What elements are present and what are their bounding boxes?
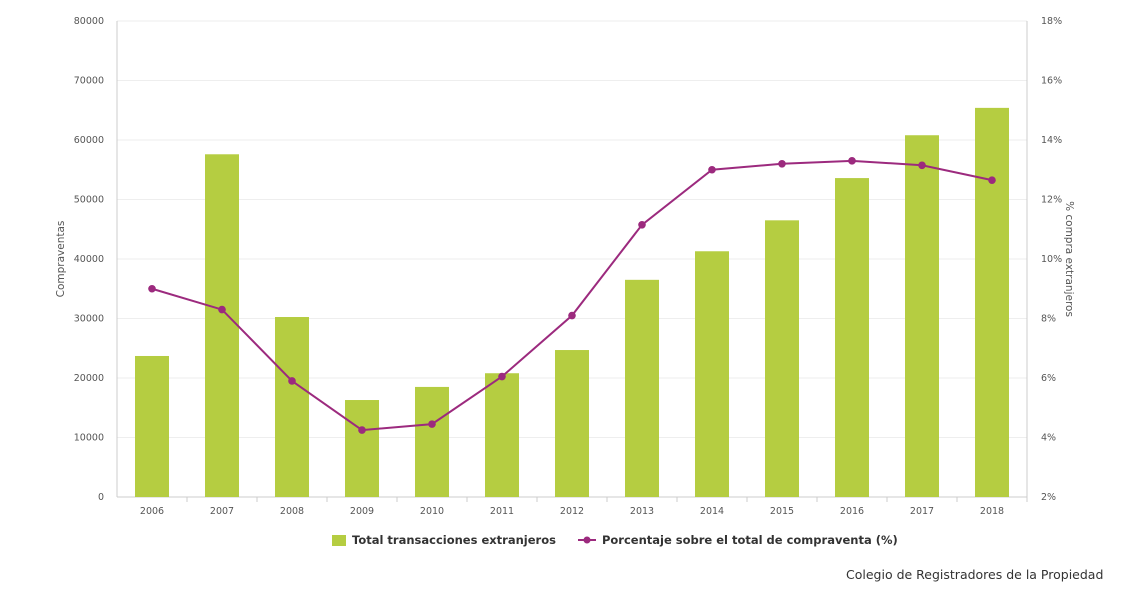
- x-tick-label: 2017: [910, 506, 934, 517]
- line-point: [918, 161, 926, 170]
- legend-label: Porcentaje sobre el total de compraventa…: [601, 533, 898, 547]
- y-tick-label: 0: [98, 492, 104, 503]
- line-point: [568, 311, 576, 320]
- legend-item-line: Porcentaje sobre el total de compraventa…: [577, 533, 898, 547]
- bar: [905, 135, 939, 498]
- x-tick-label: 2011: [490, 506, 514, 517]
- y-tick-label: 30000: [74, 314, 104, 325]
- bar: [485, 373, 519, 497]
- legend-label: Total transacciones extranjeros: [352, 533, 556, 547]
- bar: [975, 107, 1009, 498]
- bar: [765, 220, 799, 497]
- y-tick-label: 80000: [74, 16, 104, 27]
- source-note: Colegio de Registradores de la Propiedad: [846, 567, 1104, 582]
- bar: [835, 178, 869, 497]
- line-point: [708, 165, 716, 174]
- y2-tick-label: 4%: [1041, 433, 1056, 444]
- bar: [555, 350, 589, 497]
- x-tick-label: 2013: [630, 506, 654, 517]
- bar: [345, 400, 379, 497]
- y-tick-label: 20000: [74, 373, 104, 384]
- bar: [625, 279, 659, 497]
- x-tick-label: 2007: [210, 506, 234, 517]
- x-tick-label: 2010: [420, 506, 444, 517]
- x-tick-label: 2016: [840, 506, 864, 517]
- bar: [695, 251, 729, 497]
- line-point: [988, 176, 996, 184]
- bar: [275, 317, 309, 497]
- legend-item-bars: Total transacciones extranjeros: [332, 533, 556, 547]
- y-tick-label: 40000: [74, 254, 104, 265]
- line-point: [358, 426, 366, 434]
- line-point: [288, 377, 296, 385]
- line-point: [848, 157, 856, 165]
- legend-swatch-bar: [332, 534, 346, 546]
- y-tick-label: 70000: [74, 76, 104, 87]
- legend-swatch-line: [577, 536, 596, 544]
- y2-tick-label: 6%: [1041, 373, 1056, 384]
- y2-tick-label: 8%: [1041, 314, 1056, 325]
- line-point: [148, 284, 156, 293]
- y2-tick-label: 14%: [1041, 135, 1062, 146]
- y-axis-title: Compraventas: [55, 221, 67, 298]
- bar: [135, 355, 169, 497]
- line-point: [428, 420, 436, 428]
- y2-tick-label: 2%: [1041, 492, 1056, 503]
- y2-tick-label: 16%: [1041, 76, 1062, 87]
- x-tick-label: 2006: [140, 506, 164, 517]
- y2-tick-label: 12%: [1041, 195, 1062, 206]
- legend: Total transacciones extranjeros Porcenta…: [332, 533, 898, 547]
- x-tick-label: 2012: [560, 506, 584, 517]
- bar: [205, 154, 239, 497]
- x-tick-label: 2014: [700, 506, 724, 517]
- y-tick-label: 10000: [74, 433, 104, 444]
- y2-axis-title: % compra extranjeros: [1063, 201, 1075, 317]
- y-tick-label: 50000: [74, 195, 104, 206]
- y2-tick-label: 18%: [1041, 16, 1062, 27]
- line-point: [218, 305, 226, 314]
- line-point: [778, 160, 786, 168]
- line-point: [638, 220, 646, 229]
- x-tick-label: 2009: [350, 506, 374, 517]
- x-tick-label: 2015: [770, 506, 794, 517]
- line-point: [498, 372, 506, 381]
- y-tick-label: 60000: [74, 135, 104, 146]
- x-tick-label: 2008: [280, 506, 304, 517]
- y2-tick-label: 10%: [1041, 254, 1062, 265]
- x-tick-label: 2018: [980, 506, 1004, 517]
- bar: [415, 386, 449, 497]
